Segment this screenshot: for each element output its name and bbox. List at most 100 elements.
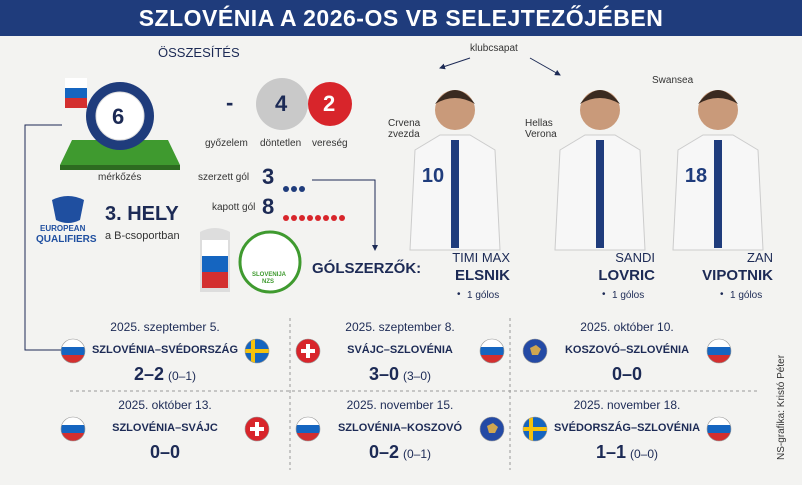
flag-part: [245, 349, 269, 353]
flag-rim: [60, 416, 86, 442]
goal-dot: [307, 215, 313, 221]
flag-part: [61, 355, 85, 363]
flag-fill: [245, 339, 269, 363]
player-first-name: SANDI: [615, 250, 655, 265]
head: [580, 90, 620, 130]
match-teams: SZLOVÉNIA–SVÁJC: [112, 422, 218, 434]
player-last-name: VIPOTNIK: [702, 267, 773, 284]
flag-part: [61, 433, 85, 441]
flag-part: [61, 347, 85, 355]
goal-dot: [323, 215, 329, 221]
flag-part: [707, 347, 731, 355]
draws-label: döntetlen: [260, 138, 302, 149]
arrow: [529, 57, 561, 76]
bullet: •: [457, 289, 461, 300]
score: 3–0: [368, 364, 400, 384]
match-teams: SZLOVÉNIA–SVÉDORSZÁG: [91, 344, 239, 356]
club-name: Swansea: [652, 75, 694, 86]
score: 0–0: [611, 364, 643, 384]
jersey-number: 18: [685, 165, 707, 187]
player-last-name: ELSNIK: [454, 267, 510, 284]
jersey-stripe: [451, 140, 459, 248]
hair: [435, 90, 475, 104]
club-label: klubcsapat: [470, 43, 518, 54]
flag: [522, 338, 548, 364]
flag-part: [480, 339, 504, 347]
flag-fill: [245, 417, 269, 441]
jersey-stripe: [714, 140, 722, 248]
flag-part: [480, 355, 504, 363]
match-score: 0–2 (0–1): [290, 442, 510, 463]
flag-part: [61, 425, 85, 433]
club-name: Hellas Verona: [525, 118, 557, 140]
connector: [24, 124, 71, 353]
flag-part: [530, 345, 541, 355]
scored-value: 3: [262, 164, 275, 189]
match-date: 2025. október 10.: [580, 320, 674, 334]
flag-fill: [61, 417, 85, 441]
conceded-label: kapott gól: [212, 202, 256, 213]
player: 18: [672, 90, 764, 251]
flag-part: [296, 433, 320, 441]
flag-part: [707, 355, 731, 363]
goal-dot: [331, 215, 337, 221]
match-date: 2025. október 13.: [118, 398, 212, 412]
wins-value: -: [226, 90, 234, 115]
flag-part: [707, 339, 731, 347]
flag: [706, 416, 732, 442]
match-score: 0–0: [55, 442, 275, 463]
federation-name: SLOVENIJA: [252, 272, 287, 278]
flag: [60, 338, 86, 364]
flag-rim: [706, 416, 732, 442]
club-name: Crvena zvezda: [388, 118, 421, 140]
hair: [580, 90, 620, 104]
goal-dot: [315, 215, 321, 221]
score: 2–2: [133, 364, 165, 384]
goal-dot: [283, 186, 289, 192]
draws-value: 4: [275, 91, 288, 116]
goal-dot: [339, 215, 345, 221]
flag-fill: [480, 339, 504, 363]
match-teams: SVÉDORSZÁG–SZLOVÉNIA: [553, 422, 701, 434]
flag-part: [301, 349, 315, 353]
player-first-name: ZAN: [747, 250, 773, 265]
flag: [479, 338, 505, 364]
flag: [479, 416, 505, 442]
halftime: (3–0): [403, 369, 432, 383]
match-date: 2025. szeptember 5.: [110, 320, 220, 334]
qualifiers-logo: [52, 196, 84, 223]
flag: [244, 416, 270, 442]
flag-part: [296, 417, 320, 425]
federation-abbr: NZS: [262, 279, 274, 285]
arrow: [439, 57, 471, 70]
match-score: 3–0 (3–0): [290, 364, 510, 385]
match-date: 2025. november 18.: [573, 398, 681, 412]
matches-label: mérkőzés: [98, 172, 142, 183]
match-score: 0–0: [517, 364, 737, 385]
conceded-value: 8: [262, 194, 275, 219]
flag-part: [61, 339, 85, 347]
flag-fill: [707, 417, 731, 441]
flag: [295, 338, 321, 364]
federation-logo: [238, 230, 302, 294]
scored-label: szerzett gól: [198, 172, 250, 183]
flag-rim: [295, 338, 321, 364]
flag-rim: [479, 338, 505, 364]
flag-part: [61, 417, 85, 425]
flag-part: [296, 425, 320, 433]
pitch: [60, 140, 180, 165]
draws-circle: [256, 78, 308, 130]
player-goals: 1 gólos: [730, 290, 763, 301]
title: SZLOVÉNIA A 2026-OS VB SELEJTEZŐJÉBEN: [138, 5, 664, 31]
flag-part: [487, 423, 498, 433]
head: [698, 90, 738, 130]
connector: [312, 179, 378, 251]
logo-text: EUROPEAN: [40, 224, 86, 233]
match-teams: KOSZOVÓ–SZLOVÉNIA: [564, 344, 690, 356]
flag-rim: [295, 416, 321, 442]
match-teams: SZLOVÉNIA–KOSZOVÓ: [337, 422, 463, 434]
flag: [706, 338, 732, 364]
place: 3. HELY: [105, 203, 179, 225]
